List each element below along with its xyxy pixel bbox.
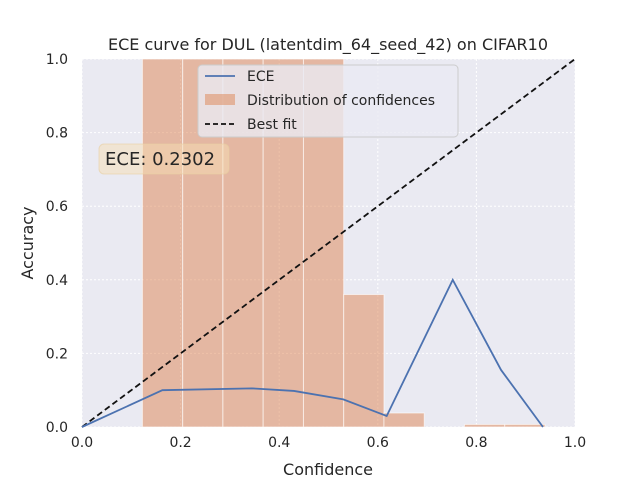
ece-annotation: ECE: 0.2302 <box>98 143 230 175</box>
histogram-bar <box>463 423 506 428</box>
x-tick-label: 0.0 <box>71 435 93 451</box>
histogram-bar <box>504 423 546 428</box>
x-tick-label: 0.2 <box>169 435 191 451</box>
ece-annotation-text: ECE: 0.2302 <box>105 149 215 170</box>
y-tick-label: 1.0 <box>46 52 68 68</box>
x-tick-label: 1.0 <box>564 435 586 451</box>
legend-ece-label: ECE <box>247 69 274 85</box>
y-tick-label: 0.8 <box>46 126 68 142</box>
x-tick-label: 0.8 <box>465 435 487 451</box>
legend: ECE Distribution of confidences Best fit <box>197 64 459 138</box>
legend-distribution-label: Distribution of confidences <box>247 93 435 109</box>
ece-annotation-box <box>98 143 230 175</box>
legend-box <box>197 64 459 138</box>
x-tick-label: 0.4 <box>268 435 290 451</box>
histogram-bar <box>343 294 385 428</box>
y-tick-label: 0.2 <box>46 346 68 362</box>
ece-line <box>81 277 544 428</box>
y-tick-label: 0.6 <box>46 199 68 215</box>
x-axis-label: Confidence <box>283 460 373 479</box>
histogram-bar <box>141 58 184 428</box>
x-tick-label: 0.6 <box>367 435 389 451</box>
histogram-bar <box>383 412 425 428</box>
tick-labels: 0.0 0.2 0.4 0.6 0.8 1.0 0.0 0.2 0.4 0.6 0.8 1.0 <box>46 52 586 451</box>
legend-best-fit-label: Best fit <box>247 117 297 133</box>
chart-title: ECE curve for DUL (latentdim_64_seed_42)… <box>108 35 548 55</box>
legend-distribution-swatch <box>205 94 235 105</box>
best-fit-line <box>81 58 576 428</box>
y-axis-label: Accuracy <box>18 206 37 279</box>
y-tick-label: 0.4 <box>46 273 68 289</box>
y-tick-label: 0.0 <box>46 420 68 436</box>
series-lines <box>81 58 576 428</box>
